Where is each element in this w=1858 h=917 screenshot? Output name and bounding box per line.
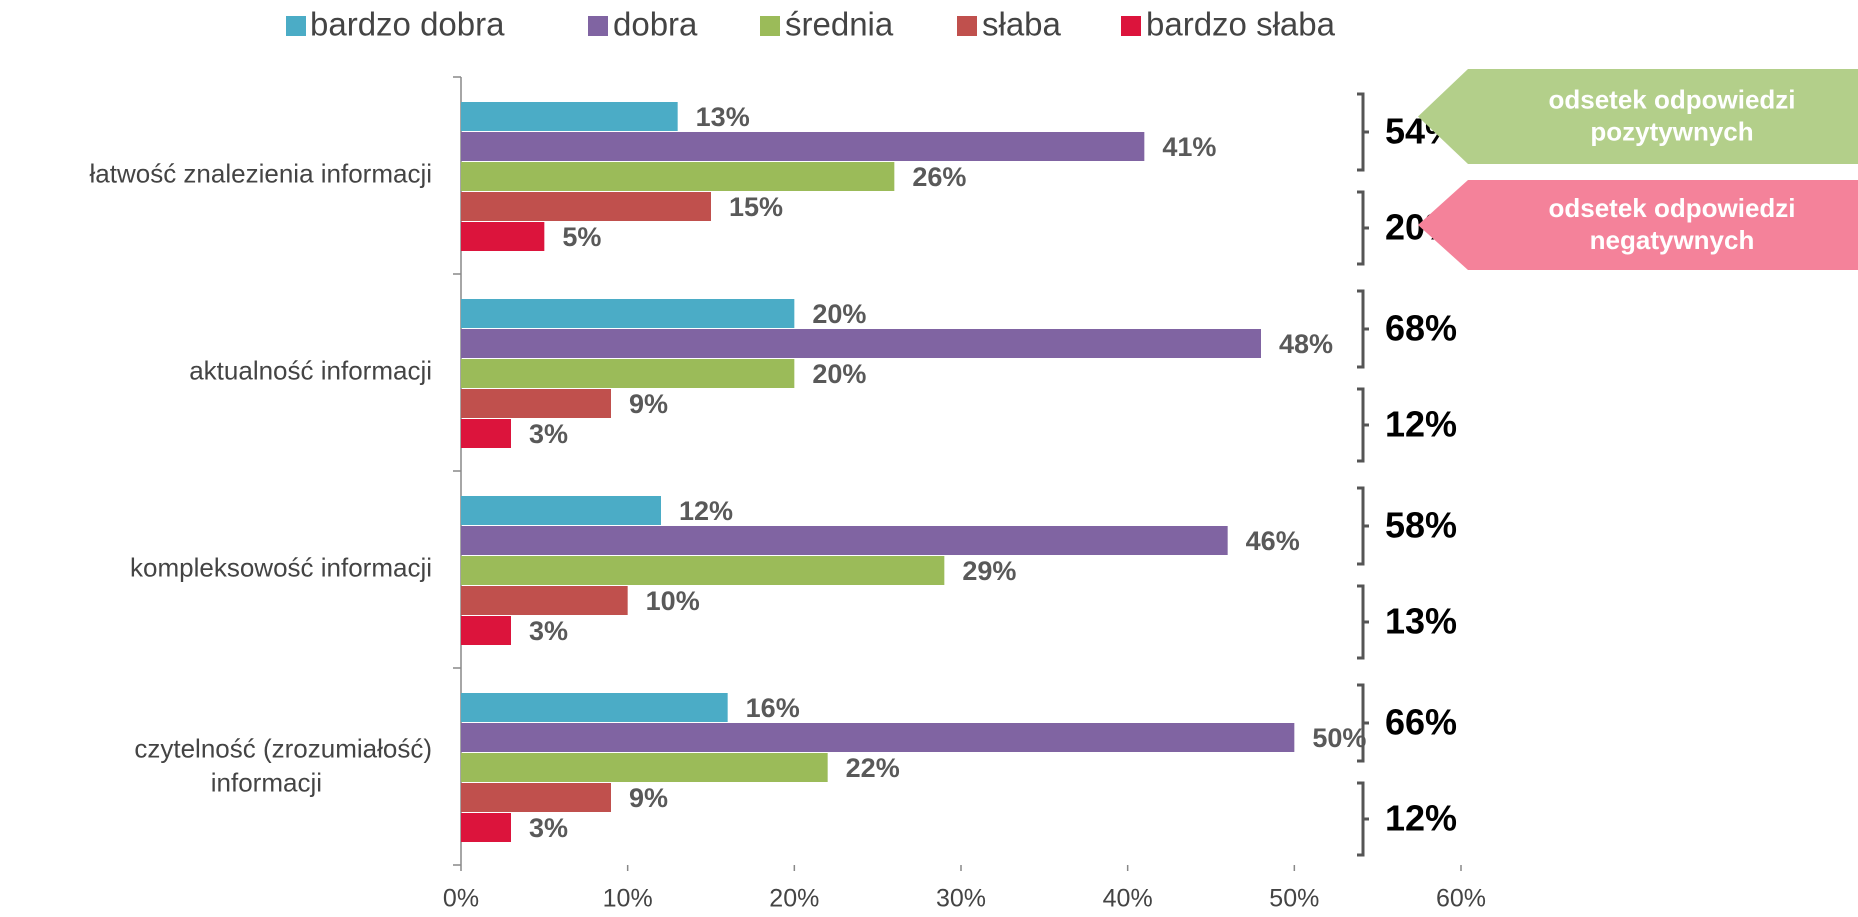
value-label: 3%	[529, 813, 568, 843]
bar	[461, 132, 1145, 161]
negative-bracket	[1357, 584, 1369, 660]
category-label-line: informacji	[211, 767, 322, 797]
value-label: 3%	[529, 616, 568, 646]
x-tick-label: 20%	[769, 885, 819, 913]
value-label: 3%	[529, 419, 568, 449]
value-label: 22%	[846, 753, 900, 783]
legend-label: bardzo dobra	[310, 6, 505, 43]
positive-bracket	[1357, 92, 1369, 172]
positive-total: 66%	[1385, 702, 1457, 743]
positive-total: 68%	[1385, 308, 1457, 349]
x-tick-label: 40%	[1103, 885, 1153, 913]
category-label: kompleksowość informacji	[130, 552, 432, 582]
negative-total: 12%	[1385, 798, 1457, 839]
bar	[461, 616, 511, 645]
bar	[461, 526, 1228, 555]
value-label: 10%	[646, 586, 700, 616]
legend-swatch	[286, 16, 306, 36]
bar	[461, 299, 795, 328]
legend-swatch	[760, 16, 780, 36]
bar	[461, 162, 895, 191]
bar	[461, 329, 1261, 358]
callout-arrow	[1418, 69, 1858, 164]
value-label: 5%	[562, 222, 601, 252]
bar	[461, 222, 545, 251]
value-label: 20%	[812, 359, 866, 389]
value-label: 15%	[729, 192, 783, 222]
callout-text: negatywnych	[1590, 225, 1755, 255]
bar	[461, 556, 945, 585]
legend-label: słaba	[982, 6, 1062, 43]
category-label: czytelność (zrozumiałość) informacji	[134, 733, 432, 797]
legend-swatch	[588, 16, 608, 36]
bar	[461, 753, 828, 782]
bar	[461, 783, 611, 812]
negative-bracket	[1357, 387, 1369, 463]
value-label: 9%	[629, 389, 668, 419]
legend-swatch	[957, 16, 977, 36]
value-label: 13%	[696, 102, 750, 132]
callout-text: pozytywnych	[1590, 116, 1753, 146]
positive-total: 58%	[1385, 505, 1457, 546]
value-label: 46%	[1246, 526, 1300, 556]
bar	[461, 102, 678, 131]
value-label: 50%	[1312, 723, 1366, 753]
legend-swatch	[1121, 16, 1141, 36]
bar	[461, 389, 611, 418]
positive-bracket	[1357, 289, 1369, 369]
value-label: 48%	[1279, 329, 1333, 359]
legend-label: bardzo słaba	[1146, 6, 1336, 43]
negative-bracket	[1357, 190, 1369, 266]
value-label: 12%	[679, 496, 733, 526]
x-tick-label: 30%	[936, 885, 986, 913]
negative-total: 12%	[1385, 404, 1457, 445]
value-label: 20%	[812, 299, 866, 329]
callout-text: odsetek odpowiedzi	[1548, 193, 1795, 223]
callout-text: odsetek odpowiedzi	[1548, 84, 1795, 114]
bar	[461, 586, 628, 615]
bar	[461, 496, 661, 525]
category-label: aktualność informacji	[189, 355, 432, 385]
negative-bracket	[1357, 781, 1369, 857]
value-label: 9%	[629, 783, 668, 813]
positive-bracket	[1357, 683, 1369, 763]
positive-bracket	[1357, 486, 1369, 566]
legend-label: średnia	[785, 6, 894, 43]
bar	[461, 359, 795, 388]
bar	[461, 693, 728, 722]
category-label-line: czytelność (zrozumiałość)	[134, 733, 432, 763]
x-tick-label: 10%	[603, 885, 653, 913]
value-label: 16%	[746, 693, 800, 723]
bar	[461, 813, 511, 842]
x-tick-label: 60%	[1436, 885, 1486, 913]
value-label: 26%	[912, 162, 966, 192]
value-label: 29%	[962, 556, 1016, 586]
x-tick-label: 50%	[1269, 885, 1319, 913]
category-label: łatwość znalezienia informacji	[90, 158, 432, 188]
callout-arrow	[1418, 180, 1858, 270]
legend-label: dobra	[613, 6, 698, 43]
bar	[461, 192, 711, 221]
value-label: 41%	[1162, 132, 1216, 162]
bar	[461, 723, 1295, 752]
bar	[461, 419, 511, 448]
x-tick-label: 0%	[443, 885, 479, 913]
negative-total: 13%	[1385, 601, 1457, 642]
